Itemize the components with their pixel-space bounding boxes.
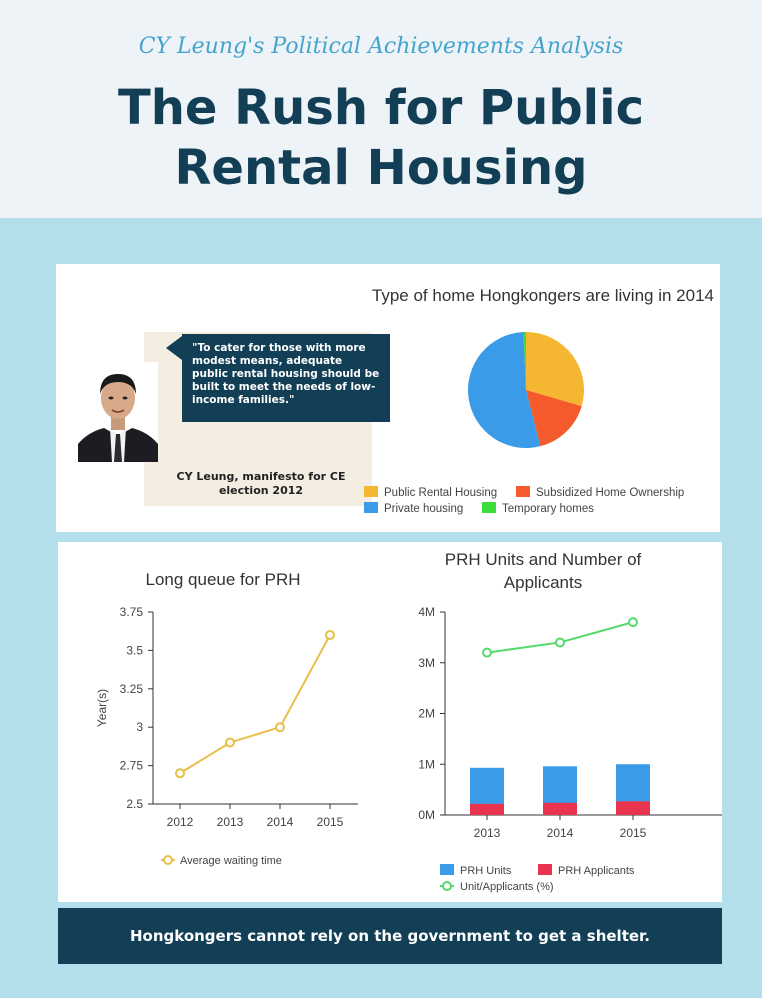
quote-pointer — [166, 336, 182, 360]
queue-and-units-panel: Long queue for PRH 2.5 2.75 3 3.25 3.5 3.75 20… — [58, 542, 722, 902]
pie-slice — [468, 332, 541, 448]
bar-prh-applicants — [616, 801, 650, 815]
series-line — [179, 634, 331, 775]
x-tick-label: 2012 — [167, 815, 194, 829]
legend-marker — [163, 855, 173, 865]
pie-slice — [526, 390, 582, 447]
legend-label: Unit/Applicants (%) — [460, 881, 554, 893]
legend-label: Average waiting time — [180, 855, 282, 867]
data-point — [175, 768, 185, 779]
quote-citation: CY Leung, manifesto for CE election 2012 — [176, 470, 346, 497]
header: CY Leung's Political Achievements Analys… — [0, 0, 762, 218]
data-point — [628, 617, 638, 628]
y-tick-label: 1M — [418, 757, 435, 771]
legend-label: Public Rental Housing — [384, 487, 498, 499]
legend-swatch — [516, 486, 530, 497]
legend-marker — [442, 881, 452, 891]
pie-chart-title: Type of home Hongkongers are living in 2… — [371, 286, 714, 305]
legend-label: Private housing — [384, 503, 464, 515]
series-line — [486, 621, 634, 654]
data-point — [555, 637, 565, 648]
legend-item-private: Private housing — [364, 502, 463, 516]
data-point — [482, 647, 492, 658]
y-tick-label: 3.25 — [120, 682, 144, 696]
pie-chart — [468, 332, 584, 448]
conclusion-banner: Hongkongers cannot rely on the governmen… — [58, 908, 722, 964]
pie-slice — [526, 332, 584, 407]
bar-prh-applicants — [470, 803, 504, 815]
y-tick-label: 2.5 — [126, 797, 143, 811]
data-point — [225, 737, 235, 748]
data-point — [275, 722, 285, 733]
x-tick-label: 2015 — [317, 815, 344, 829]
y-tick-label: 2M — [418, 707, 435, 721]
x-tick-label: 2015 — [620, 826, 647, 840]
quote-text: "To cater for those with more modest mea… — [182, 334, 390, 422]
legend-label: PRH Units — [460, 865, 512, 877]
legend-item-temporary: Temporary homes — [482, 502, 594, 516]
y-axis-label: Year(s) — [95, 689, 109, 727]
x-tick-label: 2014 — [267, 815, 294, 829]
portrait-image — [78, 362, 158, 462]
line-chart-title: Long queue for PRH — [145, 570, 301, 589]
legend-label: Temporary homes — [502, 503, 595, 515]
y-tick-label: 3.75 — [120, 605, 144, 619]
bar-chart-title: PRH Units and Number of Applicants — [444, 550, 642, 592]
x-tick-label: 2013 — [474, 826, 501, 840]
page-title: The Rush for Public Rental Housing — [117, 80, 645, 196]
legend-item-public-rental: Public Rental Housing — [364, 486, 497, 500]
legend-item-subsidized: Subsidized Home Ownership — [516, 486, 684, 500]
waiting-time-line-chart: 2.5 2.75 3 3.25 3.5 3.75 2012 2013 2014 2015 Year(… — [95, 605, 358, 867]
y-tick-label: 3.5 — [126, 643, 143, 657]
home-type-panel: "To cater for those with more modest mea… — [56, 264, 720, 532]
y-tick-label: 2.75 — [120, 759, 144, 773]
y-tick-label: 3 — [136, 720, 143, 734]
prh-units-bar-chart: 0M 1M 2M 3M 4M 2013 2014 2015 PRH Units PRH Appli… — [418, 605, 722, 893]
legend-swatch — [364, 486, 378, 497]
legend-label: PRH Applicants — [558, 865, 635, 877]
data-point — [325, 630, 335, 641]
legend-swatch — [440, 864, 454, 875]
y-tick-label: 0M — [418, 808, 435, 822]
legend-swatch — [482, 502, 496, 513]
legend-swatch — [538, 864, 552, 875]
legend-swatch — [364, 502, 378, 513]
x-tick-label: 2013 — [217, 815, 244, 829]
y-tick-label: 3M — [418, 656, 435, 670]
pie-slice — [523, 332, 526, 390]
page-subtitle: CY Leung's Political Achievements Analys… — [138, 34, 624, 59]
bar-prh-applicants — [543, 802, 577, 815]
x-tick-label: 2014 — [547, 826, 574, 840]
y-tick-label: 4M — [418, 605, 435, 619]
legend-label: Subsidized Home Ownership — [536, 487, 685, 499]
